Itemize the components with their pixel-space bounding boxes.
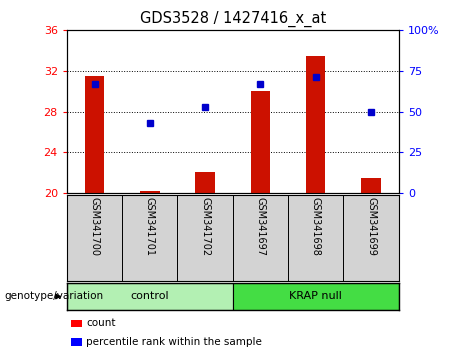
Text: GSM341697: GSM341697 <box>255 197 266 256</box>
Text: GSM341702: GSM341702 <box>200 197 210 256</box>
Bar <box>233 283 399 310</box>
Bar <box>122 195 177 281</box>
Bar <box>67 195 122 281</box>
Text: GSM341699: GSM341699 <box>366 197 376 256</box>
Bar <box>177 195 233 281</box>
Text: count: count <box>86 318 116 329</box>
Bar <box>67 283 233 310</box>
Text: GSM341700: GSM341700 <box>89 197 100 256</box>
Bar <box>140 191 160 193</box>
Bar <box>306 56 325 193</box>
Text: genotype/variation: genotype/variation <box>5 291 104 302</box>
Text: KRAP null: KRAP null <box>290 291 342 302</box>
Text: percentile rank within the sample: percentile rank within the sample <box>86 337 262 347</box>
Bar <box>343 195 399 281</box>
Bar <box>195 172 215 193</box>
Bar <box>288 195 343 281</box>
Bar <box>233 195 288 281</box>
Bar <box>251 91 270 193</box>
Bar <box>361 178 381 193</box>
Bar <box>85 76 104 193</box>
Text: GSM341698: GSM341698 <box>311 197 321 256</box>
Text: GSM341701: GSM341701 <box>145 197 155 256</box>
Title: GDS3528 / 1427416_x_at: GDS3528 / 1427416_x_at <box>140 11 326 27</box>
Text: control: control <box>130 291 169 302</box>
